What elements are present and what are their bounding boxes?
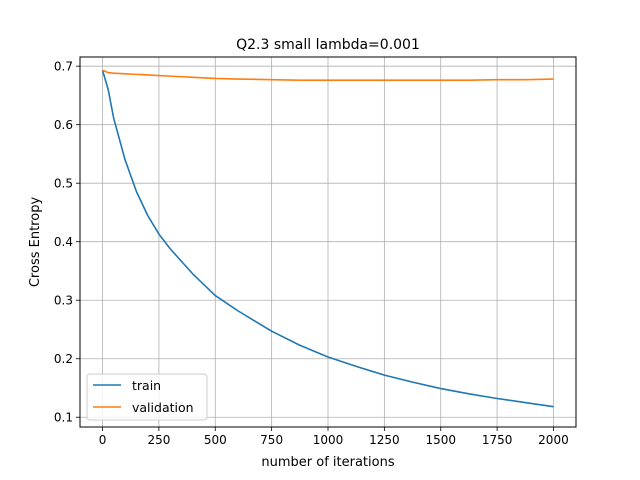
y-tick-label: 0.6 bbox=[54, 118, 73, 132]
y-tick-label: 0.4 bbox=[54, 235, 73, 249]
x-axis-ticks: 0 250 500 750 1000 1250 1500 1750 2000 bbox=[99, 427, 569, 447]
series-line-validation bbox=[102, 69, 554, 82]
grid-lines bbox=[80, 57, 576, 427]
y-tick-label: 0.5 bbox=[54, 177, 73, 191]
y-axis-label: Cross Entropy bbox=[28, 197, 43, 288]
x-axis-label: number of iterations bbox=[261, 455, 394, 470]
x-tick-label: 1500 bbox=[425, 433, 456, 447]
y-tick-label: 0.1 bbox=[54, 411, 73, 425]
x-tick-label: 2000 bbox=[538, 433, 569, 447]
legend-label-validation: validation bbox=[132, 400, 194, 415]
x-tick-label: 500 bbox=[204, 433, 227, 447]
y-tick-label: 0.2 bbox=[54, 352, 73, 366]
legend: train validation bbox=[86, 373, 208, 421]
x-tick-label: 1750 bbox=[482, 433, 513, 447]
x-tick-label: 1000 bbox=[313, 433, 344, 447]
y-axis-ticks: 0.1 0.2 0.3 0.4 0.5 0.6 0.7 bbox=[54, 60, 80, 425]
x-tick-label: 750 bbox=[260, 433, 283, 447]
x-tick-label: 1250 bbox=[369, 433, 400, 447]
legend-label-train: train bbox=[132, 378, 161, 393]
y-tick-label: 0.3 bbox=[54, 294, 73, 308]
series-line-train bbox=[101, 70, 554, 408]
chart-title: Q2.3 small lambda=0.001 bbox=[236, 37, 420, 53]
series-lines bbox=[101, 69, 554, 408]
x-tick-label: 0 bbox=[99, 433, 107, 447]
x-tick-label: 250 bbox=[147, 433, 170, 447]
y-tick-label: 0.7 bbox=[54, 60, 73, 74]
